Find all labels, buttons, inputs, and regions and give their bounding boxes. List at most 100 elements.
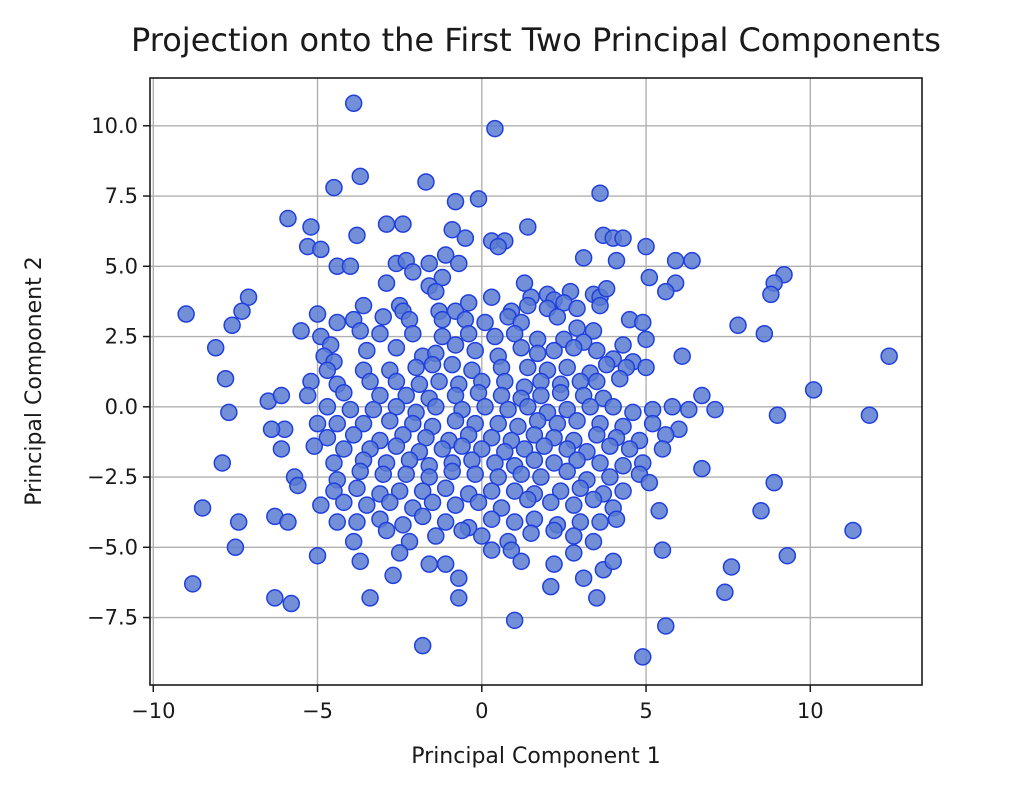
scatter-point	[729, 316, 747, 335]
scatter-point	[213, 454, 232, 472]
scatter-point	[262, 420, 281, 439]
scatter-point	[624, 403, 642, 422]
scatter-point	[496, 372, 514, 391]
scatter-point	[433, 268, 452, 287]
scatter-point	[325, 482, 343, 500]
x-tick-label: 10	[797, 699, 824, 723]
scatter-point	[880, 347, 898, 365]
scatter-point	[515, 440, 534, 458]
scatter-point	[489, 468, 507, 486]
scatter-point	[193, 499, 212, 517]
scatter-point	[522, 524, 540, 542]
scatter-point	[716, 583, 734, 602]
scatter-point	[436, 555, 455, 573]
scatter-point	[223, 316, 241, 335]
scatter-point	[860, 406, 879, 424]
scatter-point	[588, 426, 606, 444]
scatter-point	[492, 386, 511, 405]
scatter-point	[584, 532, 603, 551]
scatter-point	[453, 437, 471, 455]
x-tick-label: 0	[475, 699, 488, 723]
scatter-point	[308, 414, 327, 433]
scatter-point	[404, 414, 422, 433]
scatter-point	[216, 369, 235, 388]
scatter-point	[423, 355, 442, 374]
scatter-point	[318, 398, 337, 416]
scatter-point	[371, 386, 389, 405]
scatter-point	[446, 336, 465, 354]
scatter-point	[387, 398, 406, 416]
scatter-point	[381, 412, 399, 430]
y-axis-ticks: −7.5 −5.0 −2.5 0.0 2.5 5.0 7.5 10.0	[87, 114, 150, 630]
scatter-point	[443, 355, 461, 374]
scatter-point	[374, 465, 392, 483]
scatter-point	[545, 454, 563, 472]
scatter-point	[404, 263, 422, 281]
scatter-point	[453, 521, 471, 540]
x-tick-label: 5	[639, 699, 652, 723]
scatter-point	[519, 218, 537, 236]
scatter-point	[657, 617, 675, 635]
scatter-point	[505, 482, 524, 500]
scatter-point	[581, 398, 599, 416]
y-tick-label: −5.0	[87, 535, 138, 559]
scatter-point	[548, 414, 567, 433]
scatter-point	[364, 400, 383, 419]
scatter-point	[400, 310, 419, 329]
scatter-point	[597, 355, 616, 374]
scatter-point	[469, 190, 488, 208]
scatter-point	[318, 428, 337, 447]
y-axis-label: Principal Component 2	[22, 256, 47, 505]
scatter-point	[459, 294, 478, 312]
grid-lines	[150, 78, 922, 685]
scatter-point	[528, 344, 547, 363]
scatter-point	[466, 465, 484, 483]
scatter-point	[450, 589, 468, 607]
scatter-point	[693, 386, 711, 405]
scatter-point	[450, 569, 468, 587]
scatter-point	[427, 527, 445, 545]
scatter-point	[456, 229, 475, 247]
scatter-point	[459, 324, 478, 343]
scatter-point	[505, 513, 524, 531]
y-tick-label: −2.5	[87, 465, 138, 489]
scatter-point	[591, 184, 609, 202]
scatter-point	[239, 288, 258, 306]
scatter-point	[722, 558, 741, 576]
scatter-point	[762, 285, 780, 304]
scatter-point	[657, 282, 675, 301]
scatter-point	[450, 254, 468, 273]
scatter-point	[482, 482, 501, 500]
chart-title: Projection onto the First Two Principal …	[131, 21, 941, 59]
scatter-point	[354, 414, 373, 433]
scatter-point	[390, 482, 409, 500]
scatter-point	[653, 541, 672, 559]
scatter-point	[535, 437, 553, 455]
scatter-point	[591, 296, 609, 315]
scatter-point	[512, 339, 530, 357]
scatter-point	[413, 482, 432, 500]
scatter-point	[387, 437, 406, 455]
scatter-point	[463, 361, 481, 380]
scatter-point	[361, 589, 379, 607]
scatter-point	[607, 510, 626, 528]
scatter-point	[433, 327, 452, 346]
scatter-point	[551, 482, 570, 500]
scatter-point	[413, 636, 432, 655]
scatter-point	[328, 513, 347, 531]
scatter-point	[512, 552, 530, 571]
scatter-point	[604, 398, 622, 416]
scatter-point	[568, 451, 586, 469]
scatter-point	[354, 296, 373, 315]
scatter-point	[394, 516, 412, 534]
scatter-point	[427, 398, 445, 416]
scatter-point	[542, 493, 560, 512]
scatter-point	[486, 327, 504, 346]
scatter-point	[446, 412, 465, 430]
scatter-point	[456, 310, 475, 329]
scatter-point	[505, 324, 524, 343]
scatter-point	[634, 313, 652, 332]
x-axis-label: Principal Component 1	[411, 744, 660, 769]
scatter-point	[344, 532, 363, 551]
